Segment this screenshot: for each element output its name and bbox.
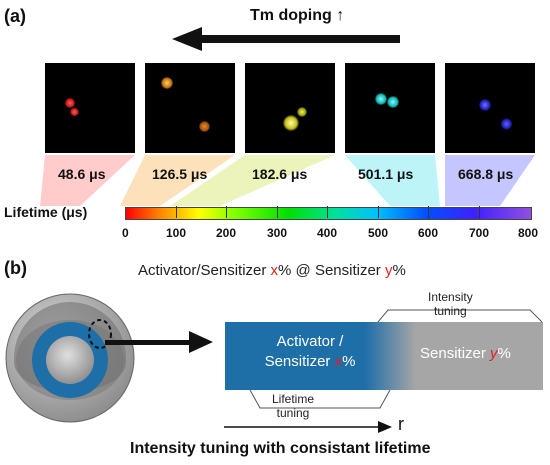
panel-a-label: (a) xyxy=(4,6,26,26)
lifetime-value-3: 182.6 μs xyxy=(252,166,308,182)
tick-100: 100 xyxy=(166,226,187,240)
doping-label: Tm doping ↑ xyxy=(250,7,345,24)
doping-arrow xyxy=(172,27,400,51)
tuning-brackets xyxy=(249,309,543,409)
shell-label: Sensitizer y% xyxy=(420,345,511,362)
intensity-tuning-label: Intensity tuning xyxy=(428,290,473,318)
tick-200: 200 xyxy=(216,226,237,240)
tick-300: 300 xyxy=(267,226,288,240)
lifetime-color-bar xyxy=(125,207,532,220)
lifetime-fans xyxy=(40,155,535,206)
lifetime-image-tile-5 xyxy=(445,63,535,153)
lifetime-image-tile-1 xyxy=(45,63,135,153)
radius-label: r xyxy=(398,414,404,434)
panel-b-label: (b) xyxy=(4,258,27,278)
tick-400: 400 xyxy=(317,226,338,240)
lifetime-scale-label: Lifetime (μs) xyxy=(4,204,88,220)
panel-b-caption: Intensity tuning with consistant lifetim… xyxy=(130,440,431,457)
lifetime-image-tile-4 xyxy=(345,63,435,153)
tick-800: 800 xyxy=(518,226,539,240)
zoom-arrow xyxy=(105,331,213,353)
radius-arrow xyxy=(224,421,392,433)
core-shell-bar xyxy=(225,322,543,390)
lifetime-value-5: 668.8 μs xyxy=(458,166,514,182)
composition-title: Activator/Sensitizer x% @ Sensitizer y% xyxy=(138,262,406,279)
lifetime-value-2: 126.5 μs xyxy=(152,166,208,182)
tick-600: 600 xyxy=(418,226,439,240)
lifetime-tuning-label: Lifetime tuning xyxy=(272,392,315,420)
tick-700: 700 xyxy=(469,226,490,240)
lifetime-value-4: 501.1 μs xyxy=(358,166,414,182)
lifetime-value-1: 48.6 μs xyxy=(58,166,106,182)
core-shell-sphere xyxy=(5,293,135,423)
tick-500: 500 xyxy=(368,226,389,240)
tick-0: 0 xyxy=(122,226,129,240)
core-label: Activator / Sensitizer x% xyxy=(264,333,356,370)
lifetime-image-tile-3 xyxy=(245,63,335,153)
lifetime-image-tile-2 xyxy=(145,63,235,153)
